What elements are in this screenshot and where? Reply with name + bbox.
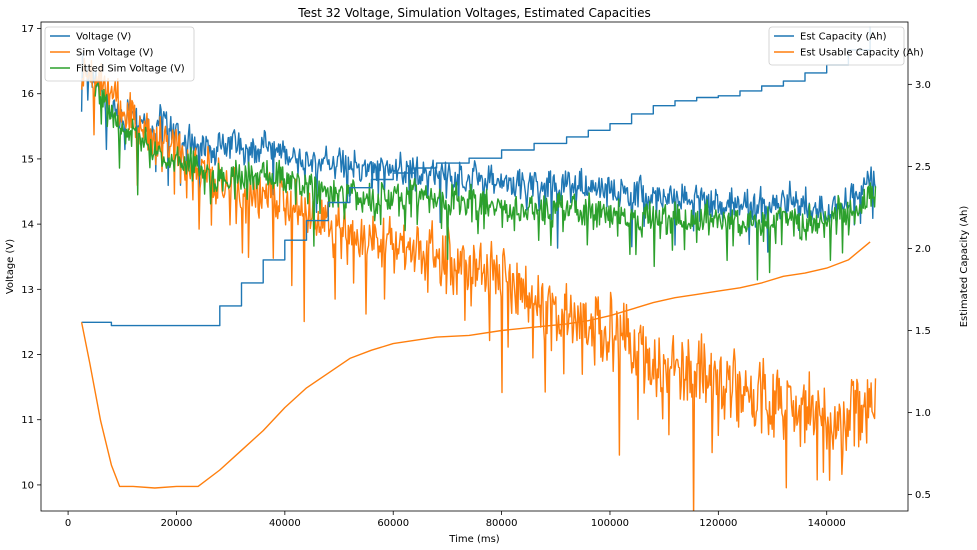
axes-layer: 0 20000 40000 60000 80000 100000 120000 140000 1… <box>21 21 931 529</box>
legend-entry: Est Usable Capacity (Ah) <box>800 48 924 59</box>
series-layer <box>80 26 877 511</box>
y-axis-label-left: Voltage (V) <box>5 239 16 294</box>
y-right-tick-label: 0.5 <box>915 490 931 501</box>
legend-left: Voltage (V) Sim Voltage (V) Fitted Sim Vol… <box>44 26 195 82</box>
series-line-est-capacity-ah <box>81 26 871 327</box>
x-tick-label: 100000 <box>591 518 629 529</box>
y-right-tick-label: 1.0 <box>915 408 931 419</box>
legend-entry: Voltage (V) <box>76 32 131 43</box>
x-tick-label: 40000 <box>269 518 301 529</box>
x-tick-label: 60000 <box>377 518 409 529</box>
series-line-fitted-sim-voltage-v <box>94 82 877 281</box>
y-left-tick-label: 11 <box>21 415 34 426</box>
series-line-est-usable-capacity-ah <box>80 241 871 489</box>
y-left-tick-label: 14 <box>21 220 34 231</box>
x-tick-label: 20000 <box>161 518 193 529</box>
plot-frame <box>40 21 909 512</box>
legend-entry: Est Capacity (Ah) <box>800 32 887 43</box>
y-left-tick-label: 17 <box>21 24 34 35</box>
legend-entry: Fitted Sim Voltage (V) <box>76 64 185 75</box>
x-tick-label: 80000 <box>486 518 518 529</box>
x-tick-label: 0 <box>65 518 71 529</box>
y-left-tick-label: 15 <box>21 154 34 165</box>
y-right-tick-label: 3.0 <box>915 80 931 91</box>
y-left-tick-label: 10 <box>21 480 34 491</box>
legend-box <box>44 26 195 82</box>
y-right-tick-label: 2.5 <box>915 162 931 173</box>
legend-right: Est Capacity (Ah) Est Usable Capacity (Ah… <box>768 26 924 66</box>
series-line-sim-voltage-v <box>80 57 877 511</box>
legend-box <box>768 26 905 66</box>
x-tick-label: 120000 <box>699 518 737 529</box>
y-left-tick-label: 12 <box>21 350 34 361</box>
y-right-tick-label: 1.5 <box>915 326 931 337</box>
y-axis-label-right: Estimated Capacity (Ah) <box>959 206 970 328</box>
y-right-tick-label: 2.0 <box>915 244 931 255</box>
y-left-tick-label: 13 <box>21 285 34 296</box>
x-axis-label: Time (ms) <box>448 534 500 545</box>
chart-title: Test 32 Voltage, Simulation Voltages, Es… <box>297 6 651 20</box>
series-line-voltage-v <box>80 53 877 253</box>
legend-entry: Sim Voltage (V) <box>76 48 153 59</box>
x-tick-label: 140000 <box>808 518 846 529</box>
y-left-tick-label: 16 <box>21 89 34 100</box>
